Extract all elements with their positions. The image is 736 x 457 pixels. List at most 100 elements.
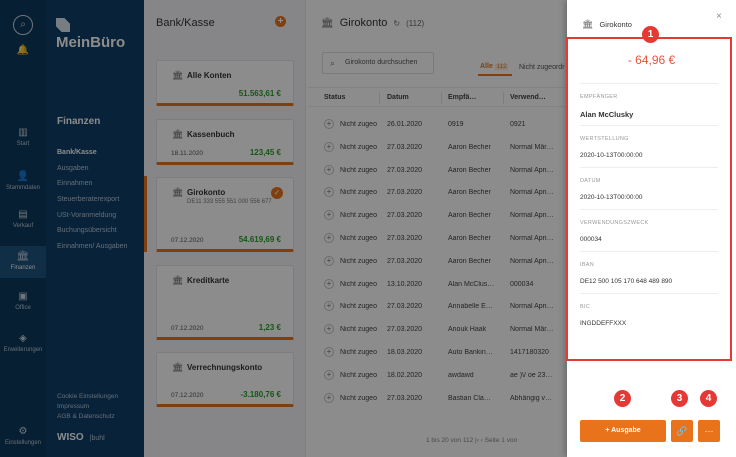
account-card-kreditkarte[interactable]: 🏛 Kreditkarte 07.12.2020 1,23 € [156, 265, 294, 340]
account-iban: DE11 333 555 551 000 556 677 [187, 199, 272, 205]
field-value: 2020-10-13T00:00:00 [580, 194, 643, 201]
account-card-kassenbuch[interactable]: 🏛 Kassenbuch 18.11.2020 123,45 € [156, 119, 294, 165]
account-card-all[interactable]: 🏛 Alle Konten 51.563,61 € [156, 60, 294, 106]
table-row[interactable]: + Nicht zugeo 27.03.2020 Bastian Cla… Abhäng… [307, 389, 567, 410]
bank-icon: 🏛 [16, 251, 30, 262]
refresh-icon[interactable]: ↻ [393, 19, 401, 28]
column-header-date[interactable]: Datum [387, 94, 409, 101]
add-icon[interactable]: + [324, 141, 334, 152]
table-row[interactable]: + Nicht zugeo 27.03.2020 Aaron Becher Normal… [307, 138, 567, 159]
row-recipient: Bastian Cla… [448, 394, 491, 402]
table-row[interactable]: + Nicht zugeo 27.03.2020 Anouk Haak Normal M… [307, 320, 567, 341]
nav-section-title: Finanzen [57, 116, 101, 127]
row-recipient: Aaron Becher [448, 235, 491, 242]
more-button[interactable]: ··· [698, 420, 720, 442]
highlight-frame [566, 37, 732, 361]
rail-item-stammdaten[interactable]: 👤 Stammdaten [0, 171, 46, 192]
table-row[interactable]: + Nicht zugeo 27.03.2020 Aaron Becher Normal… [307, 161, 567, 182]
rail-item-start[interactable]: ▥ Start [0, 128, 46, 148]
table-row[interactable]: + Nicht zugeo 27.03.2020 Aaron Becher Normal… [307, 252, 567, 273]
nav-item-ust-voranmeldung[interactable]: USt-Voranmeldung [57, 211, 117, 219]
add-icon[interactable]: + [324, 347, 334, 357]
person-icon: 👤 [16, 171, 30, 182]
table-row[interactable]: + Nicht zugeo 27.03.2020 Aaron Becher Normal… [307, 183, 567, 204]
column-header-purpose[interactable]: Verwend… [510, 94, 546, 101]
table-row[interactable]: + Nicht zugeo 18.02.2020 awdawd ae )\/ oe 23… [307, 366, 567, 387]
icon-rail: ⌕ 🔔 ▥ Start 👤 Stammdaten ▤ Verkauf 🏛 Fin… [0, 0, 46, 457]
add-icon[interactable]: + [324, 187, 334, 198]
add-icon[interactable]: + [324, 210, 334, 221]
search-icon[interactable]: ⌕ [13, 15, 33, 35]
row-date: 13.10.2020 [387, 280, 423, 288]
add-icon[interactable]: + [324, 164, 334, 175]
transactions-main: 🏛 Girokonto ↻ (112) ⌕ Girokonto durchsuchen … [307, 0, 567, 457]
add-icon[interactable]: + [324, 324, 334, 335]
account-card-verrechnungskonto[interactable]: 🏛 Verrechnungskonto 07.12.2020 -3.180,76… [156, 352, 294, 407]
nav-item-steuerberaterexport[interactable]: Steuerberaterexport [57, 196, 120, 204]
add-icon[interactable]: + [324, 119, 334, 129]
account-name: Verrechnungskonto [187, 363, 263, 372]
rail-item-office[interactable]: ▣ Office [0, 292, 46, 312]
pagination: 1 bis 20 von 112 |‹ ‹ Seite 1 von [426, 437, 518, 444]
cookie-settings-link[interactable]: Cookie Einstellungen [57, 393, 119, 400]
field-label: IBAN [580, 262, 595, 268]
tab-count-badge: 112 [494, 64, 509, 70]
account-card-girokonto[interactable]: 🏛 Girokonto DE11 333 555 551 000 556 677… [156, 177, 294, 252]
rail-item-verkauf[interactable]: ▤ Verkauf [0, 209, 46, 230]
detail-field: BIC INGDDEFFXXX [580, 293, 718, 335]
column-header-recipient[interactable]: Empfä… [448, 94, 477, 101]
rail-item-einstellungen[interactable]: ⚙ Einstellungen [0, 426, 46, 447]
column-header-status[interactable]: Status [324, 94, 346, 101]
account-date: 18.11.2020 [171, 150, 204, 157]
add-icon[interactable]: + [324, 255, 334, 266]
row-recipient: Anouk Haak [448, 326, 487, 334]
nav-item-bank-kasse[interactable]: Bank/Kasse [57, 149, 97, 156]
rail-item-finanzen[interactable]: 🏛 Finanzen [0, 246, 46, 278]
row-recipient: Aaron Becher [448, 143, 491, 151]
account-name: Alle Konten [187, 71, 232, 80]
row-date: 27.03.2020 [387, 143, 423, 151]
tab-unassigned[interactable]: Nicht zugeordr [519, 64, 565, 71]
bank-icon: 🏛 [172, 275, 184, 285]
app-logo: MeinBüro [56, 17, 144, 51]
ausgabe-button[interactable]: + Ausgabe [580, 420, 666, 442]
table-row[interactable]: + Nicht zugeo 27.03.2020 Annabelle E… Normal… [307, 297, 567, 318]
nav-item-einnahmen[interactable]: Einnahmen [57, 180, 93, 188]
add-icon[interactable]: + [324, 369, 334, 380]
detail-field: WERTSTELLUNG 2020-10-13T00:00:00 [580, 125, 718, 167]
table-row[interactable]: + Nicht zugeo 13.10.2020 Alan McClus… 000034 [307, 275, 567, 296]
nav-item-buchungsuebersicht[interactable]: Buchungsübersicht [57, 227, 117, 235]
add-icon[interactable]: + [324, 301, 334, 312]
add-account-button[interactable]: + [275, 16, 286, 27]
row-date: 27.03.2020 [387, 257, 423, 265]
field-label: EMPFÄNGER [580, 94, 618, 100]
row-date: 27.03.2020 [387, 303, 423, 311]
add-icon[interactable]: + [324, 233, 334, 243]
table-row[interactable]: + Nicht zugeo 27.03.2020 Aaron Becher Normal… [307, 206, 567, 227]
gear-icon: ⚙ [18, 426, 28, 437]
search-input[interactable]: ⌕ Girokonto durchsuchen [322, 52, 434, 74]
bell-icon: 🔔 [16, 45, 30, 56]
close-icon[interactable]: × [716, 11, 722, 22]
table-row[interactable]: + Nicht zugeo 26.01.2020 0919 0921 [307, 115, 567, 136]
add-icon[interactable]: + [324, 392, 334, 403]
impressum-link[interactable]: Impressum [57, 403, 90, 410]
account-date: 07.12.2020 [171, 392, 204, 399]
row-date: 27.03.2020 [387, 394, 423, 402]
table-row[interactable]: + Nicht zugeo 18.03.2020 Auto Bankin… 141718… [307, 343, 567, 364]
row-date: 18.03.2020 [387, 349, 423, 356]
nav-footer: Cookie Einstellungen Impressum AGB & Dat… [57, 393, 118, 423]
table-row[interactable]: + Nicht zugeo 27.03.2020 Aaron Becher Normal… [307, 229, 567, 250]
rail-item-erweiterungen[interactable]: ◈ Erweiterungen [0, 334, 46, 354]
rail-item-notifications[interactable]: 🔔 [0, 46, 46, 59]
modal-overlay[interactable] [0, 0, 567, 457]
document-icon: ▤ [18, 209, 28, 220]
nav-item-ausgaben[interactable]: Ausgaben [57, 164, 89, 172]
row-recipient: Aaron Becher [448, 189, 491, 197]
add-icon[interactable]: + [324, 278, 334, 289]
nav-item-einnahmen-ausgaben[interactable]: Einnahmen/ Ausgaben [57, 243, 128, 251]
agb-link[interactable]: AGB & Datenschutz [57, 413, 115, 420]
active-tab-indicator [478, 74, 512, 76]
tab-all[interactable]: Alle 112 [480, 63, 509, 70]
link-button[interactable]: 🔗 [671, 420, 693, 442]
